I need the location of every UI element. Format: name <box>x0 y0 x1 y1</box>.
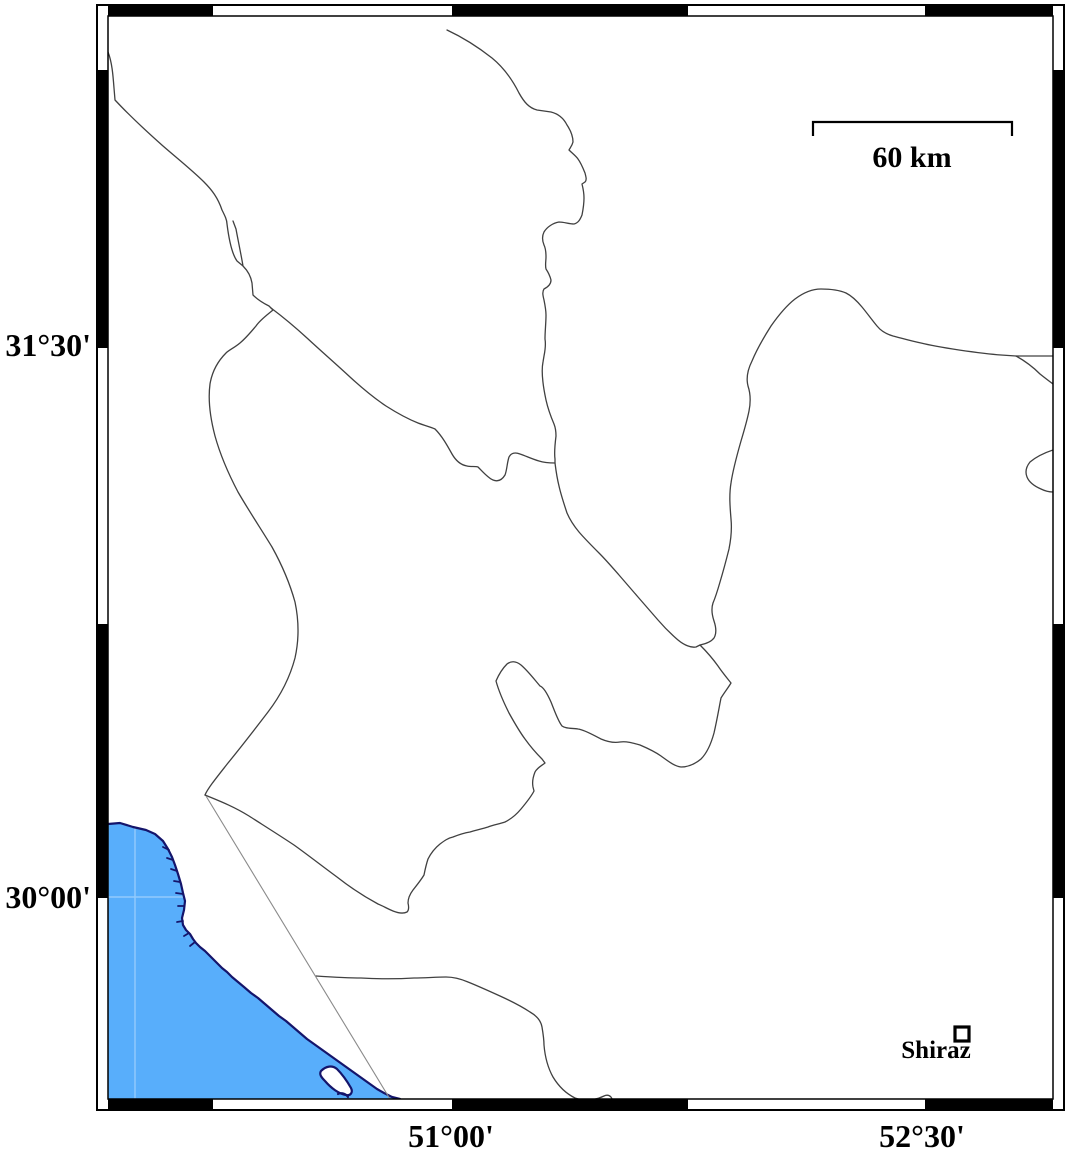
map-frame-outer <box>96 4 1065 1111</box>
boundary-bump-east <box>1025 449 1053 493</box>
scale-bar-label: 60 km <box>872 141 951 174</box>
scale-bar-bracket <box>811 120 1014 136</box>
city-marker-square <box>953 1025 971 1043</box>
boundary-fork-east <box>1015 355 1053 385</box>
water-area-sea <box>108 823 400 1099</box>
boundary-line-northeast-arch <box>699 288 1053 646</box>
fault-line <box>205 795 391 1099</box>
boundary-line-central <box>204 29 732 914</box>
frame-tick-segments <box>97 5 1064 1110</box>
latitude-label-31-30: 31°30' <box>5 327 91 363</box>
coastline-ticks <box>162 846 196 947</box>
axis-annotations: 31°30' 30°00' 51°00' 52°30' <box>5 327 965 1154</box>
city-shiraz: Shiraz <box>901 1025 971 1064</box>
coastline <box>108 821 402 1099</box>
islet <box>336 1092 350 1099</box>
map-frame <box>96 4 1065 1111</box>
boundary-line-south <box>315 975 613 1099</box>
latitude-label-30-00: 30°00' <box>5 879 91 915</box>
boundary-branch-east <box>270 307 556 482</box>
map-frame-inner <box>107 15 1054 1100</box>
boundary-line-west <box>108 51 299 796</box>
city-label-shiraz: Shiraz <box>901 1037 970 1064</box>
longitude-label-52-30: 52°30' <box>879 1118 965 1154</box>
scale-bar: 60 km <box>811 120 1014 174</box>
longitude-label-51-00: 51°00' <box>408 1118 494 1154</box>
island <box>319 1065 353 1097</box>
